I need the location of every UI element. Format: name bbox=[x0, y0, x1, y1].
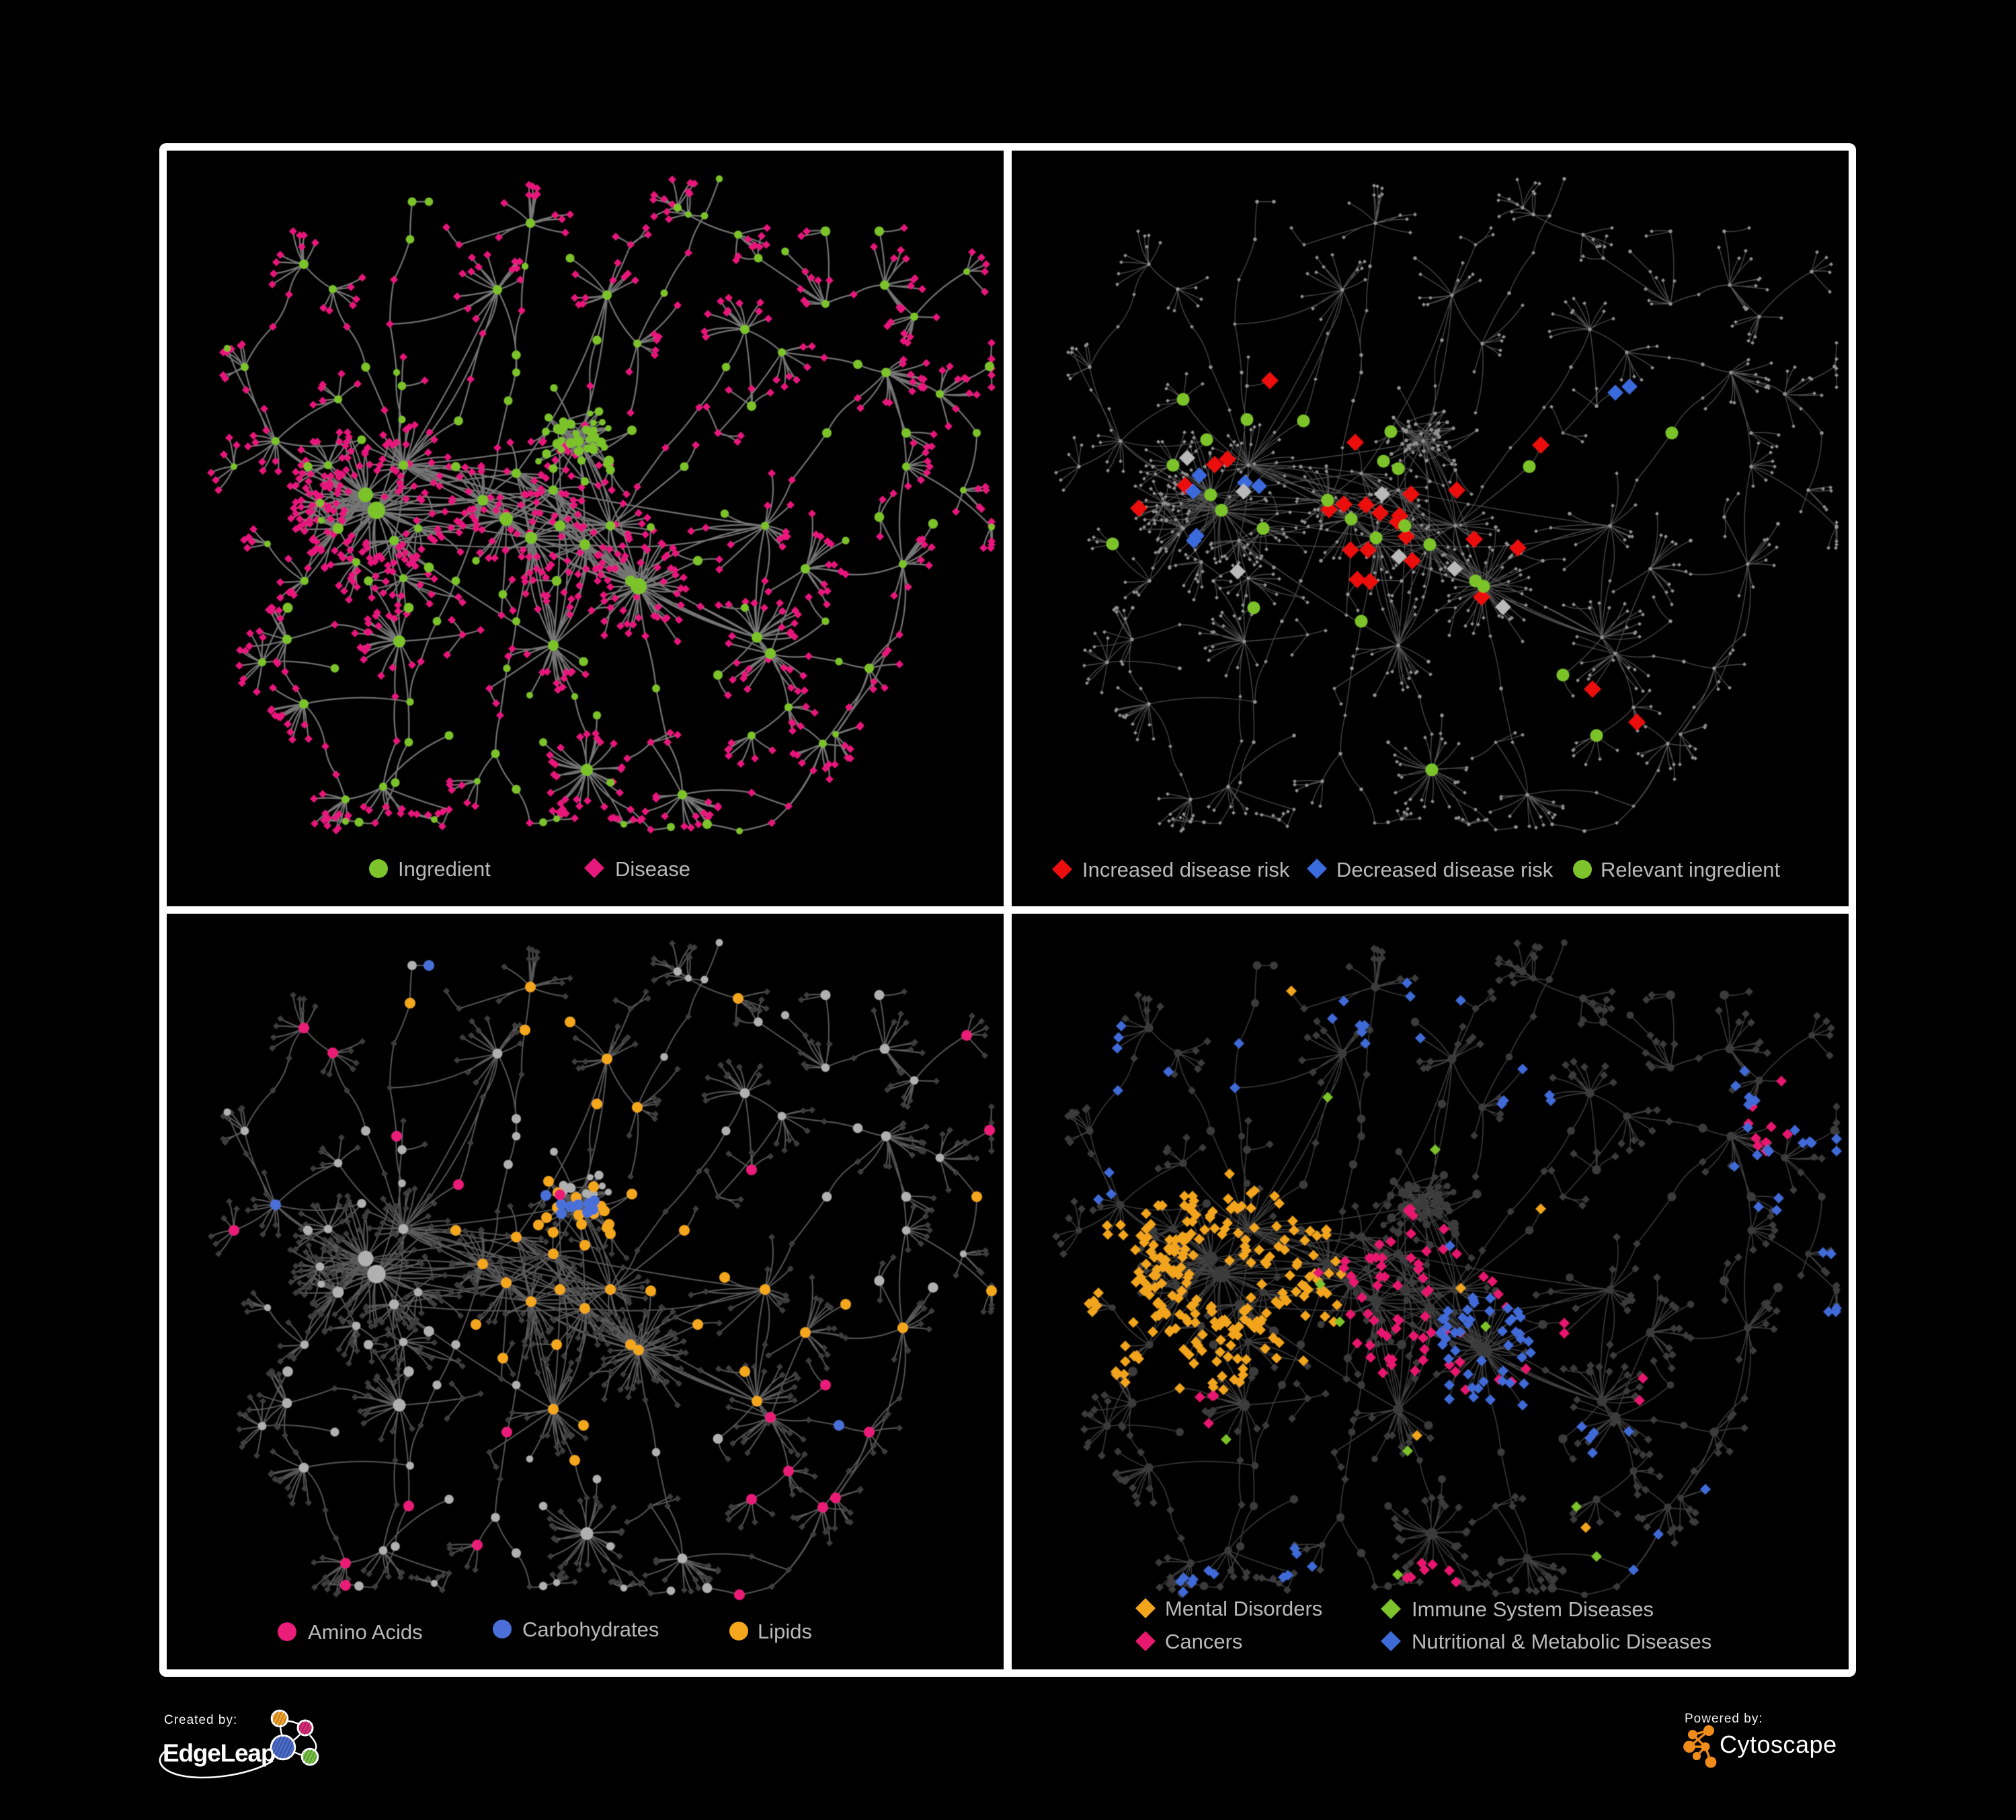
svg-text:Disease: Disease bbox=[615, 857, 690, 881]
svg-text:Immune System Diseases: Immune System Diseases bbox=[1412, 1597, 1654, 1621]
svg-text:Relevant ingredient: Relevant ingredient bbox=[1601, 858, 1781, 881]
svg-text:Decreased disease risk: Decreased disease risk bbox=[1336, 858, 1554, 881]
svg-text:Powered by:: Powered by: bbox=[1685, 1712, 1763, 1726]
svg-text:Ingredient: Ingredient bbox=[398, 857, 491, 881]
svg-text:Carbohydrates: Carbohydrates bbox=[522, 1618, 659, 1641]
svg-text:EdgeLeap: EdgeLeap bbox=[163, 1739, 276, 1767]
svg-text:Created by:: Created by: bbox=[164, 1713, 237, 1727]
svg-text:Cancers: Cancers bbox=[1165, 1630, 1242, 1653]
svg-text:Cytoscape: Cytoscape bbox=[1720, 1731, 1837, 1758]
svg-text:Amino Acids: Amino Acids bbox=[308, 1620, 423, 1644]
svg-text:Nutritional & Metabolic Diseas: Nutritional & Metabolic Diseases bbox=[1412, 1630, 1711, 1653]
svg-text:Lipids: Lipids bbox=[758, 1620, 812, 1643]
svg-text:Increased disease risk: Increased disease risk bbox=[1082, 858, 1290, 881]
svg-text:Mental Disorders: Mental Disorders bbox=[1165, 1597, 1322, 1620]
